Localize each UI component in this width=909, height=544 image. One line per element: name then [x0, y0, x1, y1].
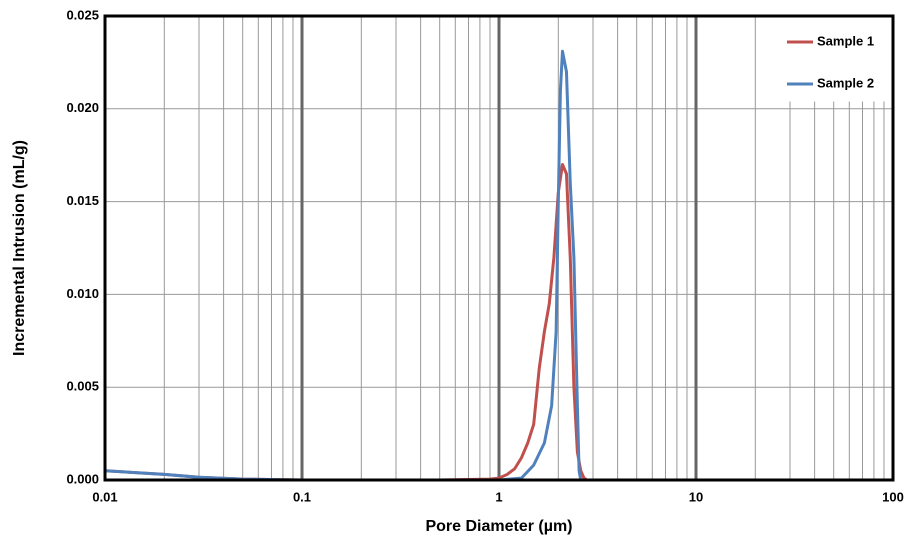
- x-tick-label: 1: [495, 489, 502, 504]
- x-axis-title: Pore Diameter (µm): [425, 518, 572, 535]
- legend-box: [775, 17, 892, 102]
- plot-border: [103, 14, 895, 482]
- legend-label: Sample 1: [817, 33, 874, 48]
- x-tick-label: 0.1: [293, 489, 311, 504]
- y-tick-label: 0.020: [66, 100, 99, 115]
- y-axis-title: Incremental Intrusion (mL/g): [11, 140, 28, 356]
- legend-label: Sample 2: [817, 75, 874, 90]
- y-tick-label: 0.005: [66, 379, 99, 394]
- y-tick-label: 0.000: [66, 471, 99, 486]
- x-tick-label: 100: [882, 489, 904, 504]
- y-tick-label: 0.025: [66, 7, 99, 22]
- x-tick-label: 0.01: [92, 489, 117, 504]
- y-tick-label: 0.010: [66, 286, 99, 301]
- x-tick-label: 10: [689, 489, 703, 504]
- y-tick-label: 0.015: [66, 193, 99, 208]
